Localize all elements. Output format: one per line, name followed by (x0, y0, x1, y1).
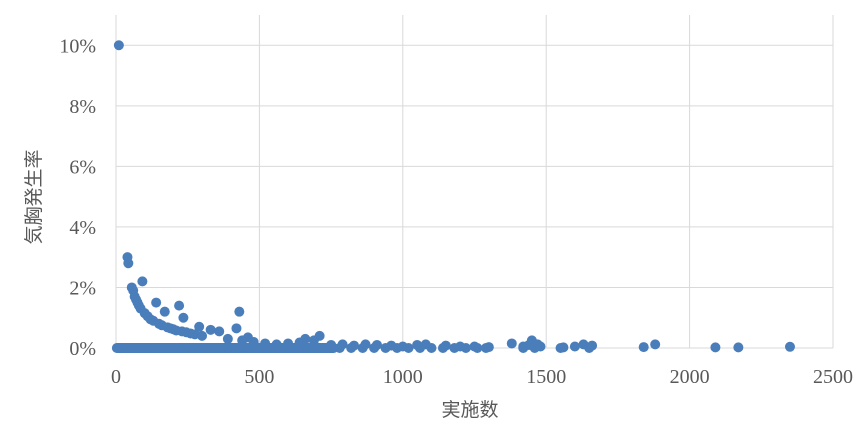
y-axis-title: 気胸発生率 (23, 149, 45, 244)
data-point (222, 333, 233, 344)
data-point (371, 339, 382, 350)
data-point (159, 306, 170, 317)
gridlines (115, 15, 834, 349)
data-point (397, 341, 408, 352)
data-point (710, 342, 721, 353)
data-point (558, 342, 569, 353)
x-tick-label: 500 (244, 366, 274, 388)
data-point (349, 340, 360, 351)
data-point (260, 338, 271, 349)
data-point (578, 339, 589, 350)
x-tick-label: 2500 (813, 366, 853, 388)
data-point (197, 330, 208, 341)
data-point (337, 339, 348, 350)
x-tick-label: 1000 (383, 366, 423, 388)
data-point (283, 338, 294, 349)
y-tick-label: 4% (69, 217, 96, 239)
data-point (386, 340, 397, 351)
data-point (248, 336, 259, 347)
y-tick-label: 0% (69, 338, 96, 360)
data-point (174, 300, 185, 311)
data-point (784, 341, 795, 352)
data-point (300, 333, 311, 344)
data-points (111, 40, 795, 353)
x-tick-label: 0 (111, 366, 121, 388)
data-point (326, 339, 337, 350)
data-point (137, 276, 148, 287)
data-point (638, 342, 649, 353)
data-point (231, 323, 242, 334)
data-point (569, 341, 580, 352)
data-point (587, 340, 598, 351)
x-axis-title: 実施数 (441, 399, 498, 421)
data-point (506, 338, 517, 349)
data-point (123, 258, 134, 269)
data-point (420, 339, 431, 350)
y-tick-label: 8% (69, 96, 96, 118)
y-tick-label: 2% (69, 277, 96, 299)
tick-labels: 0 500 1000 1500 2000 2500 0% 2% 4% 6% 8% 10% (59, 35, 853, 388)
data-point (469, 341, 480, 352)
data-point (440, 340, 451, 351)
data-point (214, 326, 225, 337)
data-point (733, 342, 744, 353)
data-point (360, 339, 371, 350)
data-point (650, 339, 661, 350)
data-point (205, 324, 216, 335)
y-tick-label: 10% (59, 35, 96, 57)
data-point (113, 40, 124, 51)
data-point (271, 339, 282, 350)
data-point (314, 330, 325, 341)
data-point (178, 312, 189, 323)
data-point (535, 341, 546, 352)
data-point (234, 306, 245, 317)
data-point (483, 342, 494, 353)
data-point (194, 321, 205, 332)
data-point (455, 341, 466, 352)
data-point (151, 297, 162, 308)
x-tick-label: 1500 (526, 366, 566, 388)
x-tick-label: 2000 (670, 366, 710, 388)
y-tick-label: 6% (69, 156, 96, 178)
data-point (412, 339, 423, 350)
